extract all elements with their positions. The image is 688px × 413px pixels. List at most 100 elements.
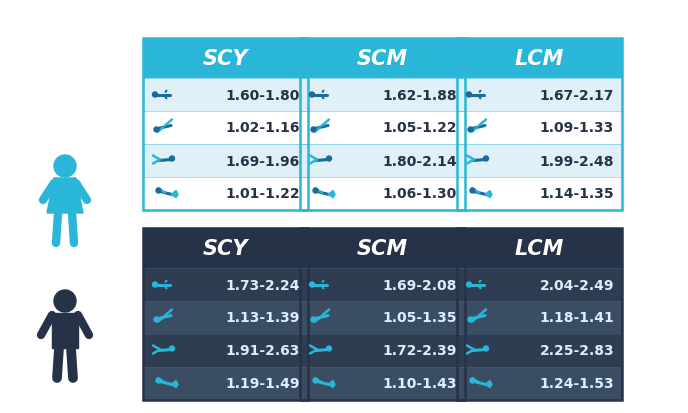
FancyBboxPatch shape xyxy=(300,145,465,178)
Circle shape xyxy=(153,93,158,98)
Text: 1.13-1.39: 1.13-1.39 xyxy=(226,311,300,325)
FancyBboxPatch shape xyxy=(300,178,465,211)
Circle shape xyxy=(327,157,332,161)
FancyBboxPatch shape xyxy=(300,268,465,301)
Circle shape xyxy=(470,378,475,383)
Circle shape xyxy=(327,346,332,351)
FancyBboxPatch shape xyxy=(457,39,622,79)
Circle shape xyxy=(310,282,314,287)
Circle shape xyxy=(313,378,318,383)
FancyBboxPatch shape xyxy=(300,39,465,211)
FancyBboxPatch shape xyxy=(457,301,622,334)
Text: 1.06-1.30: 1.06-1.30 xyxy=(383,187,457,201)
Text: 1.14-1.35: 1.14-1.35 xyxy=(539,187,614,201)
Text: 1.24-1.53: 1.24-1.53 xyxy=(539,377,614,391)
Text: SCM: SCM xyxy=(357,238,408,259)
FancyBboxPatch shape xyxy=(457,39,622,211)
Circle shape xyxy=(468,128,473,133)
Text: 1.91-2.63: 1.91-2.63 xyxy=(226,344,300,358)
FancyBboxPatch shape xyxy=(143,228,308,400)
FancyBboxPatch shape xyxy=(457,334,622,367)
Text: 1.60-1.80: 1.60-1.80 xyxy=(226,88,300,102)
FancyBboxPatch shape xyxy=(143,178,308,211)
FancyBboxPatch shape xyxy=(143,79,308,112)
FancyBboxPatch shape xyxy=(143,268,308,301)
FancyBboxPatch shape xyxy=(457,228,622,400)
Circle shape xyxy=(311,128,316,133)
Circle shape xyxy=(466,282,471,287)
Polygon shape xyxy=(485,380,492,387)
Text: LCM: LCM xyxy=(515,49,564,69)
FancyBboxPatch shape xyxy=(300,79,465,112)
FancyBboxPatch shape xyxy=(300,367,465,400)
FancyBboxPatch shape xyxy=(300,228,465,268)
FancyBboxPatch shape xyxy=(300,301,465,334)
Text: 1.69-1.96: 1.69-1.96 xyxy=(226,154,300,168)
Circle shape xyxy=(156,189,161,194)
Circle shape xyxy=(154,317,159,322)
FancyBboxPatch shape xyxy=(143,145,308,178)
FancyBboxPatch shape xyxy=(300,228,465,400)
FancyBboxPatch shape xyxy=(143,39,308,79)
Circle shape xyxy=(54,290,76,312)
Polygon shape xyxy=(47,178,83,214)
FancyBboxPatch shape xyxy=(143,301,308,334)
Text: 1.01-1.22: 1.01-1.22 xyxy=(226,187,300,201)
Text: SCY: SCY xyxy=(203,49,248,69)
FancyBboxPatch shape xyxy=(143,112,308,145)
Text: 1.10-1.43: 1.10-1.43 xyxy=(383,377,457,391)
FancyBboxPatch shape xyxy=(457,268,622,301)
Polygon shape xyxy=(171,380,178,387)
FancyBboxPatch shape xyxy=(457,145,622,178)
FancyBboxPatch shape xyxy=(457,112,622,145)
Polygon shape xyxy=(52,313,78,348)
Text: 1.99-2.48: 1.99-2.48 xyxy=(539,154,614,168)
Polygon shape xyxy=(328,191,335,198)
Text: 1.80-2.14: 1.80-2.14 xyxy=(383,154,457,168)
Polygon shape xyxy=(485,191,492,198)
Text: 1.05-1.35: 1.05-1.35 xyxy=(383,311,457,325)
FancyBboxPatch shape xyxy=(300,39,465,79)
Text: SCM: SCM xyxy=(357,49,408,69)
Circle shape xyxy=(169,157,175,161)
Text: 1.69-2.08: 1.69-2.08 xyxy=(383,278,457,292)
Circle shape xyxy=(311,317,316,322)
FancyBboxPatch shape xyxy=(143,334,308,367)
Circle shape xyxy=(156,378,161,383)
Circle shape xyxy=(153,282,158,287)
Text: 1.05-1.22: 1.05-1.22 xyxy=(383,121,457,135)
FancyBboxPatch shape xyxy=(143,39,308,211)
FancyBboxPatch shape xyxy=(143,228,308,268)
Circle shape xyxy=(468,317,473,322)
Polygon shape xyxy=(171,191,178,198)
Circle shape xyxy=(154,128,159,133)
Text: 1.73-2.24: 1.73-2.24 xyxy=(226,278,300,292)
Circle shape xyxy=(470,189,475,194)
Text: 1.02-1.16: 1.02-1.16 xyxy=(226,121,300,135)
Text: SCY: SCY xyxy=(203,238,248,259)
Text: LCM: LCM xyxy=(515,238,564,259)
Text: 1.09-1.33: 1.09-1.33 xyxy=(539,121,614,135)
Text: 2.25-2.83: 2.25-2.83 xyxy=(539,344,614,358)
FancyBboxPatch shape xyxy=(300,112,465,145)
Text: 1.62-1.88: 1.62-1.88 xyxy=(383,88,457,102)
Circle shape xyxy=(484,346,488,351)
FancyBboxPatch shape xyxy=(457,228,622,268)
Circle shape xyxy=(484,157,488,161)
Circle shape xyxy=(310,93,314,98)
FancyBboxPatch shape xyxy=(457,178,622,211)
Circle shape xyxy=(466,93,471,98)
Circle shape xyxy=(54,156,76,178)
FancyBboxPatch shape xyxy=(300,334,465,367)
Text: 1.72-2.39: 1.72-2.39 xyxy=(383,344,457,358)
Text: 1.19-1.49: 1.19-1.49 xyxy=(226,377,300,391)
Circle shape xyxy=(169,346,175,351)
Circle shape xyxy=(313,189,318,194)
Polygon shape xyxy=(328,380,335,387)
FancyBboxPatch shape xyxy=(457,367,622,400)
Text: 1.67-2.17: 1.67-2.17 xyxy=(539,88,614,102)
Text: 2.04-2.49: 2.04-2.49 xyxy=(539,278,614,292)
FancyBboxPatch shape xyxy=(143,367,308,400)
Text: 1.18-1.41: 1.18-1.41 xyxy=(539,311,614,325)
FancyBboxPatch shape xyxy=(457,79,622,112)
